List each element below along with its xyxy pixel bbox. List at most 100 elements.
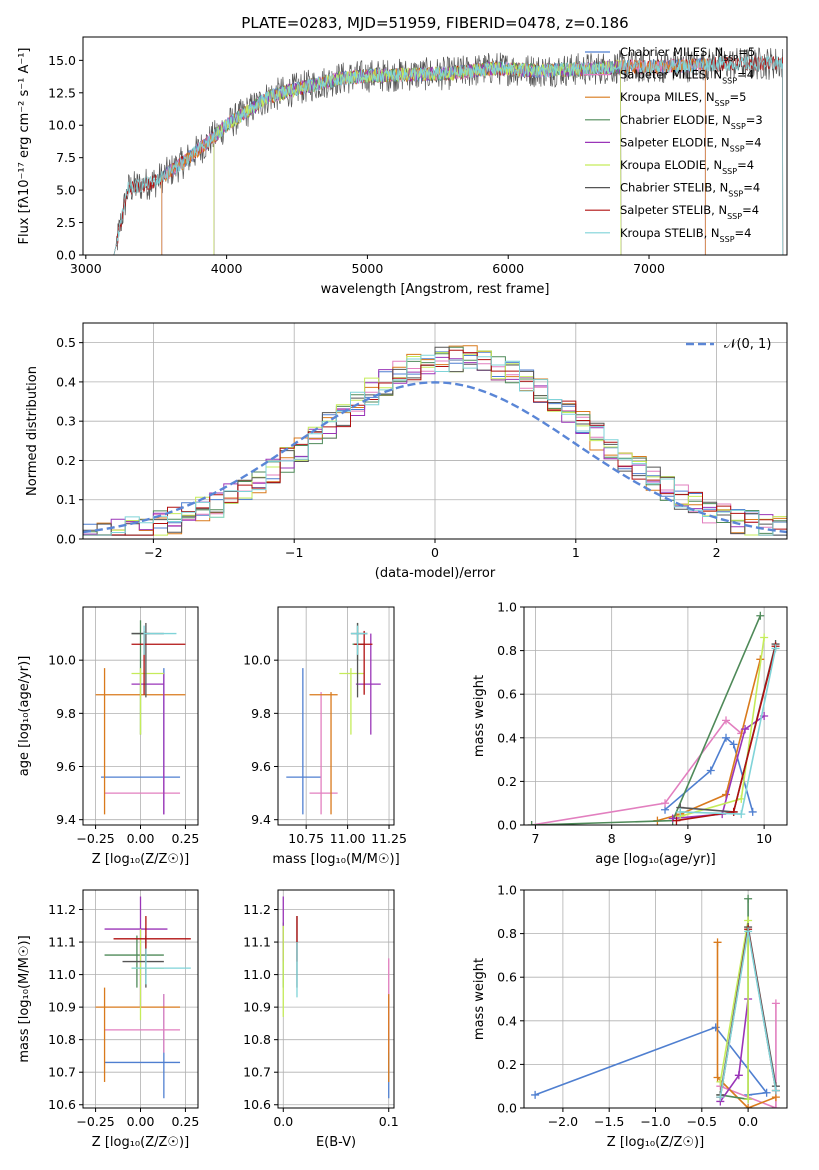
weight-marker [734, 1071, 743, 1080]
spectrum-line [213, 60, 622, 255]
y-tick-label: 10.8 [48, 1032, 76, 1047]
axes-frame [523, 606, 788, 826]
y-tick-label: 10.8 [243, 1032, 271, 1047]
y-tick-label: 1.0 [497, 883, 517, 898]
x-axis-label: (data-model)/error [375, 566, 496, 581]
age_vs_Z-panel: −0.25 0.00 0.25 9.4 9.6 9.8 10.0 Z [log₁₀(Z/Z☉)… [17, 606, 199, 867]
y-tick-label: 0.6 [497, 687, 517, 702]
y-tick-label: 1.0 [497, 600, 517, 615]
y-tick-label: 0.0 [497, 1101, 517, 1116]
weight-marker [744, 1095, 753, 1104]
errorbar-series [286, 622, 381, 815]
axes-frame [82, 322, 788, 540]
x-tick-label: 2 [713, 545, 721, 560]
legend-label: Kroupa MILES, NSSP=5 [620, 90, 746, 108]
x-tick-label: 9 [684, 831, 692, 846]
y-tick-label: 11.1 [243, 935, 271, 950]
x-tick-label: 4000 [211, 261, 243, 276]
weight-marker [760, 633, 769, 642]
y-axis-label: mass weight [472, 958, 487, 1040]
x-tick-label: 10 [756, 831, 772, 846]
weight-marker [729, 740, 738, 749]
y-tick-label: 0.0 [56, 248, 76, 263]
y-tick-label: 9.6 [56, 759, 76, 774]
x-axis-label: Z [log₁₀(Z/Z☉)] [92, 852, 189, 867]
x-tick-label: 5000 [352, 261, 384, 276]
x-axis-label: Z [log₁₀(Z/Z☉)] [607, 1135, 704, 1150]
y-tick-label: 9.8 [56, 706, 76, 721]
axes-frame [277, 889, 395, 1109]
y-tick-label: 11.2 [243, 902, 271, 917]
y-tick-label: 9.4 [251, 812, 271, 827]
y-tick-label: 9.6 [251, 759, 271, 774]
legend-label: Salpeter STELIB, NSSP=4 [620, 203, 759, 221]
weight-marker [527, 821, 536, 825]
weight-marker [771, 1086, 780, 1095]
legend-label: Salpeter MILES, NSSP=4 [620, 68, 754, 86]
spectrum-panel: 3000 4000 5000 6000 7000 0.0 2.5 5.0 7.5 10.0 12.5… [17, 36, 788, 297]
x-tick-label: −0.25 [76, 1114, 114, 1129]
weight_vs_Z-panel: −2.0 −1.5 −1.0 −0.5 0.0 0.0 0.2 0.4 0.6 0.8 1.0 Z [… [472, 883, 788, 1150]
weight-marker [531, 1090, 540, 1099]
weight-marker [722, 733, 731, 742]
weight-marker [672, 816, 681, 825]
y-tick-label: 9.4 [56, 812, 76, 827]
weight-marker [744, 927, 753, 936]
age_vs_mass-panel: 10.75 11.00 11.25 9.4 9.6 9.8 10.0 mass [log₁₀(… [243, 606, 407, 867]
weight-marker [676, 807, 685, 816]
x-tick-label: 0.25 [172, 1114, 200, 1129]
y-tick-label: 0.2 [497, 774, 517, 789]
weight-line [720, 1003, 777, 1108]
legend-label: Chabrier ELODIE, NSSP=3 [620, 113, 763, 131]
y-axis-label: Normed distribution [25, 366, 40, 496]
weight-marker [711, 1023, 720, 1032]
y-axis-label: Flux [fλ10⁻¹⁷ erg cm⁻² s⁻¹ A⁻¹] [17, 48, 32, 245]
y-tick-label: 0.6 [497, 970, 517, 985]
weight-marker [748, 807, 757, 816]
y-tick-label: 0.4 [497, 730, 517, 745]
x-tick-label: 7 [531, 831, 539, 846]
y-axis-label: mass weight [472, 675, 487, 757]
weight-line [657, 659, 762, 822]
x-axis-label: age [log₁₀(age/yr)] [595, 852, 716, 867]
y-tick-label: 0.2 [56, 453, 76, 468]
y-tick-label: 11.0 [243, 967, 271, 982]
legend-label: Salpeter ELODIE, NSSP=4 [620, 135, 762, 153]
y-tick-label: 9.8 [251, 706, 271, 721]
errorbar-series [95, 620, 186, 815]
weight-marker [771, 1104, 780, 1108]
weight-series [531, 894, 780, 1108]
x-axis-label: mass [log₁₀(M/M☉)] [272, 852, 399, 867]
x-tick-label: −1.0 [640, 1114, 670, 1129]
y-tick-label: 15.0 [48, 53, 76, 68]
weight_vs_age-panel: 7 8 9 10 0.0 0.2 0.4 0.6 0.8 1.0 age [log₁₀(age/yr… [472, 600, 788, 867]
y-tick-label: 0.0 [497, 818, 517, 833]
gaussian-curve [83, 381, 787, 534]
x-tick-label: 0.00 [127, 1114, 155, 1129]
x-tick-label: 1 [572, 545, 580, 560]
spectrum-line [113, 55, 784, 255]
weight-series [527, 611, 780, 825]
histogram-step [83, 352, 787, 536]
x-tick-label: 8 [608, 831, 616, 846]
axes-frame [523, 889, 788, 1109]
y-tick-label: 10.6 [243, 1097, 271, 1112]
y-tick-label: 0.4 [497, 1013, 517, 1028]
mass_vs_ebv-panel: 0.0 0.1 10.6 10.7 10.8 10.9 11.0 11.1 11.2 E(B-V) [243, 889, 399, 1150]
weight-marker [716, 1093, 725, 1102]
y-tick-label: 10.0 [243, 653, 271, 668]
y-axis-label: mass [log₁₀(M/M☉)] [17, 935, 32, 1062]
legend-label: 𝒩(0, 1) [724, 337, 771, 352]
weight-marker [756, 611, 765, 620]
weight-marker [661, 799, 670, 808]
x-tick-label: −0.25 [76, 831, 114, 846]
residual-panel: −2 −1 0 1 2 0.0 0.1 0.2 0.3 0.4 0.5 (data-model)/er… [25, 322, 788, 581]
legend-label: Chabrier MILES, NSSP=5 [620, 45, 755, 63]
x-tick-label: 11.25 [371, 831, 407, 846]
weight-marker [713, 1073, 722, 1082]
y-tick-label: 5.0 [56, 183, 76, 198]
errorbar-series [282, 896, 390, 1099]
y-tick-label: 7.5 [56, 150, 76, 165]
y-tick-label: 10.9 [48, 1000, 76, 1015]
